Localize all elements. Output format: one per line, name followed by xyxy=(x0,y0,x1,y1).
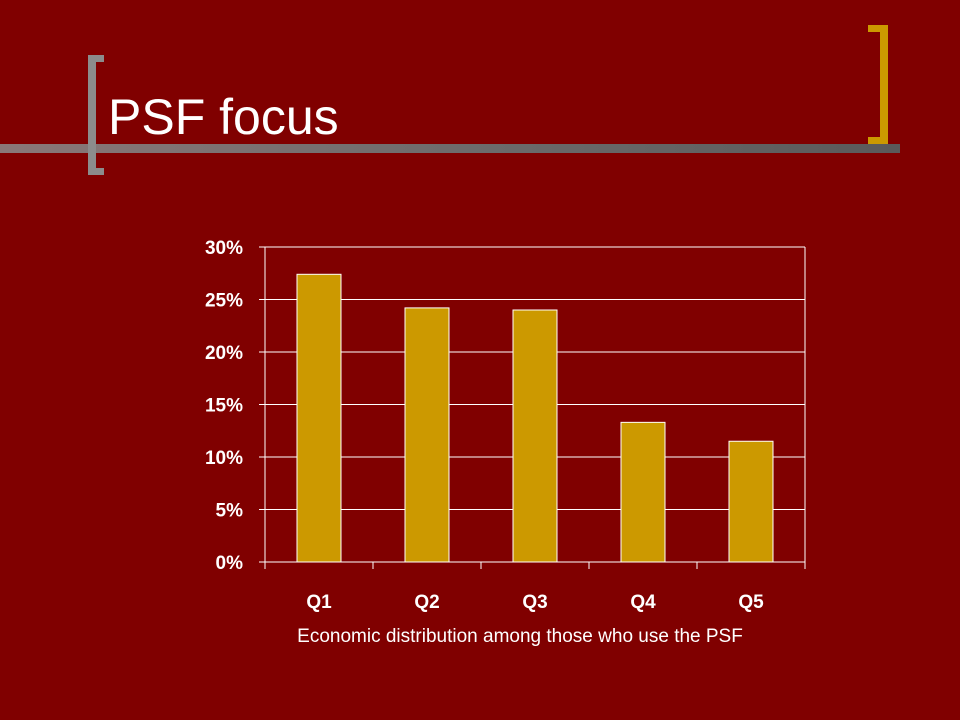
slide-title: PSF focus xyxy=(108,89,339,145)
bar-q2 xyxy=(404,307,450,563)
y-tick-label: 10% xyxy=(205,448,243,469)
title-underline-bar xyxy=(0,144,900,153)
left-bracket-decoration xyxy=(88,55,104,175)
chart-caption: Economic distribution among those who us… xyxy=(297,626,743,647)
x-tick-label: Q4 xyxy=(630,592,656,613)
axes xyxy=(259,246,806,569)
x-tick-labels: Q1 Q2 Q3 Q4 Q5 xyxy=(306,592,764,613)
bars xyxy=(296,273,774,563)
right-bracket-decoration xyxy=(868,25,888,144)
y-tick-label: 20% xyxy=(205,343,243,364)
y-tick-label: 5% xyxy=(216,501,244,522)
y-tick-labels: 0% 5% 10% 15% 20% 25% 30% xyxy=(205,238,243,574)
y-tick-label: 30% xyxy=(205,238,243,259)
y-tick-label: 25% xyxy=(205,291,243,312)
bar-q1 xyxy=(296,273,342,563)
x-tick-label: Q2 xyxy=(414,592,439,613)
bar-q5 xyxy=(728,440,774,563)
x-tick-label: Q3 xyxy=(522,592,547,613)
bar-q4 xyxy=(620,421,666,563)
y-tick-label: 15% xyxy=(205,396,243,417)
bar-q3 xyxy=(512,309,558,563)
y-tick-label: 0% xyxy=(216,553,244,574)
x-tick-label: Q1 xyxy=(306,592,332,613)
x-tick-label: Q5 xyxy=(738,592,764,613)
